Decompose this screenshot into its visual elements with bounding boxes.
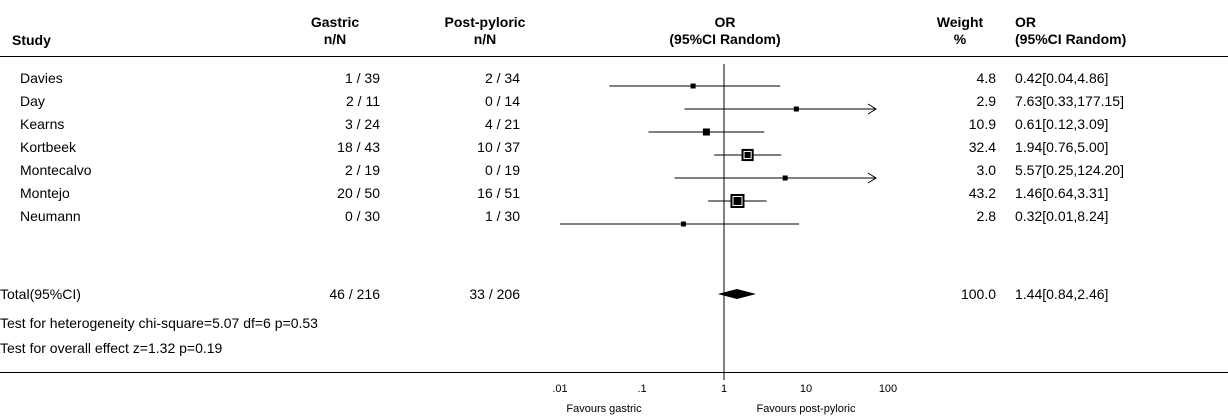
study-name: Kearns [20,116,65,132]
ci-arrow [867,172,877,184]
study-weight: 4.8 [976,70,996,86]
favours-gastric-label: Favours gastric [566,403,642,415]
header-gastric: Gastric n/N [280,14,390,48]
study-gastric: 3 / 24 [344,116,380,132]
header-or-plot: OR (95%CI Random) [645,14,805,48]
header-postpyloric: Post-pyloric n/N [420,14,550,48]
header-study: Study [12,32,51,48]
study-gastric: 0 / 30 [344,208,380,224]
ci-arrow [867,103,877,115]
total-postpyloric: 33 / 206 [469,286,520,302]
total-label: Total(95%CI) [0,286,81,302]
study-ci: 1.46[0.64,3.31] [1015,185,1109,201]
study-postpyloric: 1 / 30 [484,208,520,224]
study-point [741,148,754,162]
study-weight: 43.2 [968,185,996,201]
study-name: Davies [20,70,63,86]
study-ci: 7.63[0.33,177.15] [1015,93,1124,109]
header-or-text-line1: OR [1015,14,1036,30]
tick-label: .01 [552,383,567,395]
study-name: Kortbeek [20,139,77,155]
header-weight-line2: % [953,31,967,47]
tick-label: .1 [637,383,646,395]
study-weight: 3.0 [976,162,996,178]
study-postpyloric: 10 / 37 [477,139,520,155]
study-weight: 10.9 [968,116,996,132]
study-point-inner [732,196,743,206]
study-postpyloric: 4 / 21 [484,116,520,132]
header-or-text: OR (95%CI Random) [1015,14,1126,48]
header-gastric-line2: n/N [323,31,347,47]
total-diamond [717,289,757,299]
study-gastric: 18 / 43 [337,139,380,155]
study-point [782,175,788,181]
study-ci: 5.57[0.25,124.20] [1015,162,1124,178]
overall-effect-test: Test for overall effect z=1.32 p=0.19 [0,340,223,356]
study-point [680,221,686,227]
header-or-text-line2: (95%CI Random) [1015,31,1127,47]
study-name: Day [20,93,45,109]
study-weight: 2.8 [976,208,996,224]
study-name: Montejo [20,185,70,201]
header-or-plot-line1: OR [714,14,736,30]
study-weight: 32.4 [968,139,996,155]
footer-rule [0,372,1228,373]
favours-postpyloric-label: Favours post-pyloric [756,403,856,415]
header-postpyloric-line2: n/N [473,31,497,47]
header-weight-line1: Weight [936,14,984,30]
tick-label: 100 [879,383,897,395]
header-gastric-line1: Gastric [310,14,360,30]
study-postpyloric: 0 / 19 [484,162,520,178]
tick-label: 1 [721,383,727,395]
study-point [730,194,745,208]
study-ci: 0.61[0.12,3.09] [1015,116,1109,132]
heterogeneity-test: Test for heterogeneity chi-square=5.07 d… [0,315,318,331]
header-rule [0,56,1228,57]
study-postpyloric: 2 / 34 [484,70,520,86]
tick-label: 10 [800,383,812,395]
study-ci: 0.32[0.01,8.24] [1015,208,1109,224]
total-gastric: 46 / 216 [329,286,380,302]
study-weight: 2.9 [976,93,996,109]
study-point-inner [743,150,752,160]
study-point [690,83,696,89]
header-or-plot-line2: (95%CI Random) [669,31,781,47]
study-postpyloric: 16 / 51 [477,185,520,201]
study-ci: 0.42[0.04,4.86] [1015,70,1109,86]
study-point [793,106,799,112]
total-weight: 100.0 [960,286,996,302]
header-weight: Weight % [920,14,1000,48]
study-ci: 1.94[0.76,5.00] [1015,139,1109,155]
study-gastric: 2 / 19 [344,162,380,178]
study-gastric: 20 / 50 [337,185,380,201]
study-gastric: 1 / 39 [344,70,380,86]
study-name: Montecalvo [20,162,92,178]
header-postpyloric-line1: Post-pyloric [444,14,526,30]
study-name: Neumann [20,208,81,224]
study-point [702,128,710,136]
study-gastric: 2 / 11 [346,93,380,109]
total-ci: 1.44[0.84,2.46] [1015,286,1109,302]
study-postpyloric: 0 / 14 [484,93,520,109]
